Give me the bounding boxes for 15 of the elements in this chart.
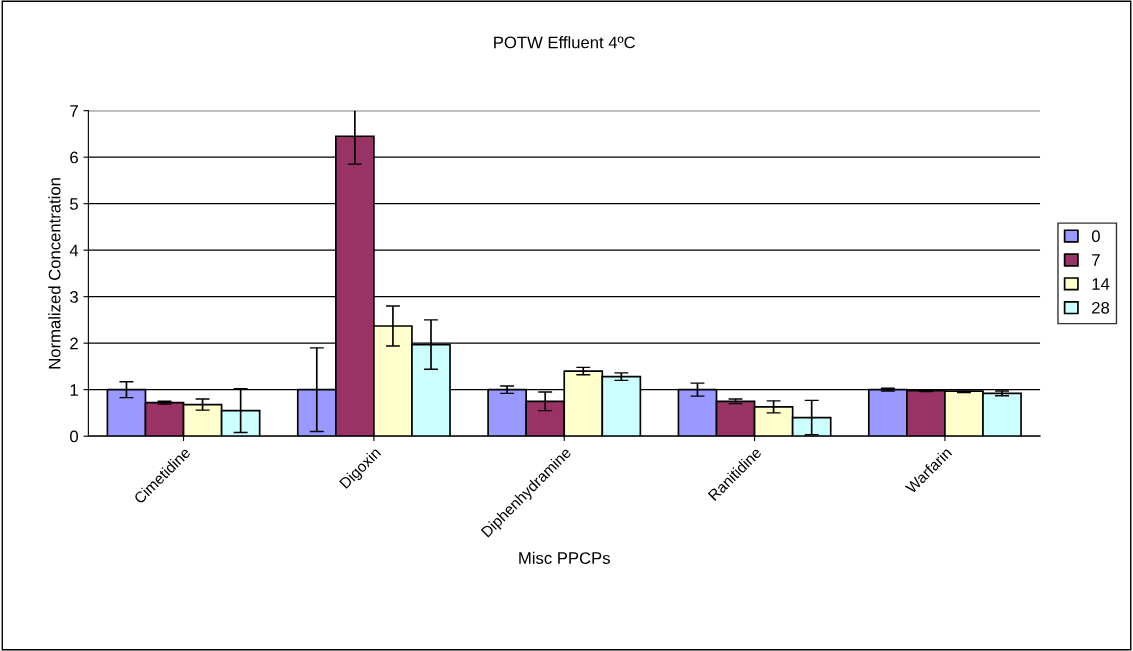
y-tick-label: 3 [70, 291, 78, 303]
y-tick-label: 6 [70, 151, 78, 164]
y-tick-label: 0 [70, 430, 78, 443]
y-tick-label: 2 [70, 337, 78, 350]
y-tick-label: 5 [70, 198, 78, 210]
legend-label: 0 [1091, 230, 1100, 243]
y-tick-label: 4 [69, 244, 79, 257]
legend-label: 7 [1092, 254, 1100, 266]
y-tick-label: 7 [70, 105, 78, 117]
y-axis-title: Normalized Concentration [48, 178, 61, 369]
y-tick-label: 1 [70, 384, 78, 396]
legend-label: 14 [1092, 278, 1110, 290]
chart-title: POTW Effluent 4ºC [494, 36, 636, 49]
legend-label: 28 [1092, 301, 1110, 314]
x-axis-title: Misc PPCPs [519, 551, 610, 564]
